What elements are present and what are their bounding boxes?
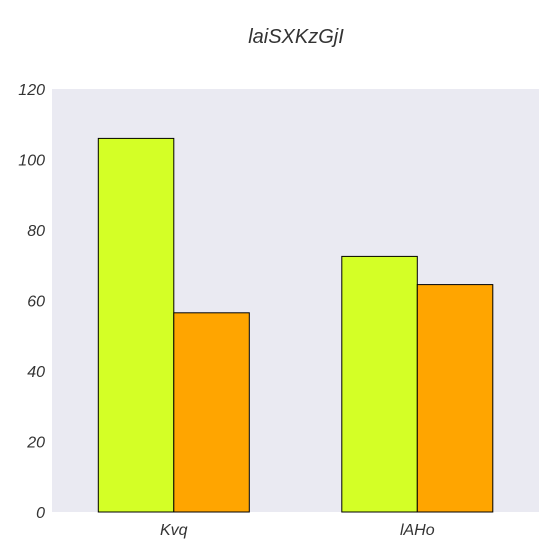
bar-laho-2	[416, 284, 494, 513]
bar-kvq-2	[173, 312, 250, 513]
bar-kvq-1	[97, 137, 175, 513]
y-tick-label: 100	[18, 153, 45, 170]
x-axis-ticks: Kvq lAHo	[160, 522, 435, 539]
y-axis-ticks: 0 20 40 60 80 100 120	[18, 82, 45, 522]
y-tick-label: 80	[27, 223, 45, 240]
x-tick-label: Kvq	[160, 522, 188, 539]
y-tick-label: 40	[27, 364, 45, 381]
y-tick-label: 20	[26, 435, 45, 452]
bar-laho-1	[341, 255, 418, 513]
y-tick-label: 60	[27, 294, 45, 311]
bars-group	[97, 137, 494, 513]
y-tick-label: 0	[36, 505, 45, 522]
chart-title: laiSXKzGjI	[248, 26, 344, 48]
x-tick-label: lAHo	[400, 522, 435, 539]
y-tick-label: 120	[18, 82, 45, 99]
